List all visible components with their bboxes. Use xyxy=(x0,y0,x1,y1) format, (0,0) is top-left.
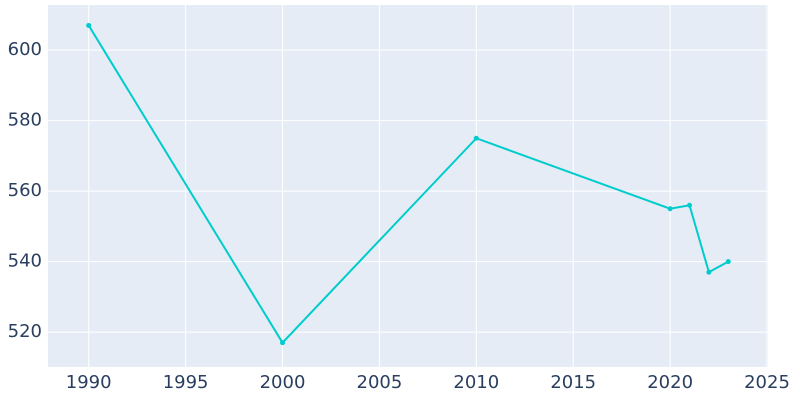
y-tick-label: 560 xyxy=(8,180,42,201)
point xyxy=(280,340,286,346)
y-tick-label: 540 xyxy=(8,251,42,272)
plot-area xyxy=(48,5,768,367)
point xyxy=(86,22,92,28)
x-tick-label: 1990 xyxy=(66,372,112,393)
x-tick-label: 2020 xyxy=(647,372,693,393)
x-tick-label: 2000 xyxy=(260,372,306,393)
point xyxy=(473,135,479,141)
point xyxy=(687,202,693,208)
y-tick-label: 580 xyxy=(8,110,42,131)
point xyxy=(667,206,673,212)
y-tick-label: 600 xyxy=(8,39,42,60)
point xyxy=(706,269,712,275)
x-tick-label: 2005 xyxy=(357,372,403,393)
x-tick-label: 2010 xyxy=(453,372,499,393)
y-tick-label: 520 xyxy=(8,321,42,342)
x-tick-label: 2015 xyxy=(550,372,596,393)
x-tick-label: 2025 xyxy=(744,372,790,393)
point xyxy=(725,259,731,265)
x-tick-label: 1995 xyxy=(163,372,209,393)
